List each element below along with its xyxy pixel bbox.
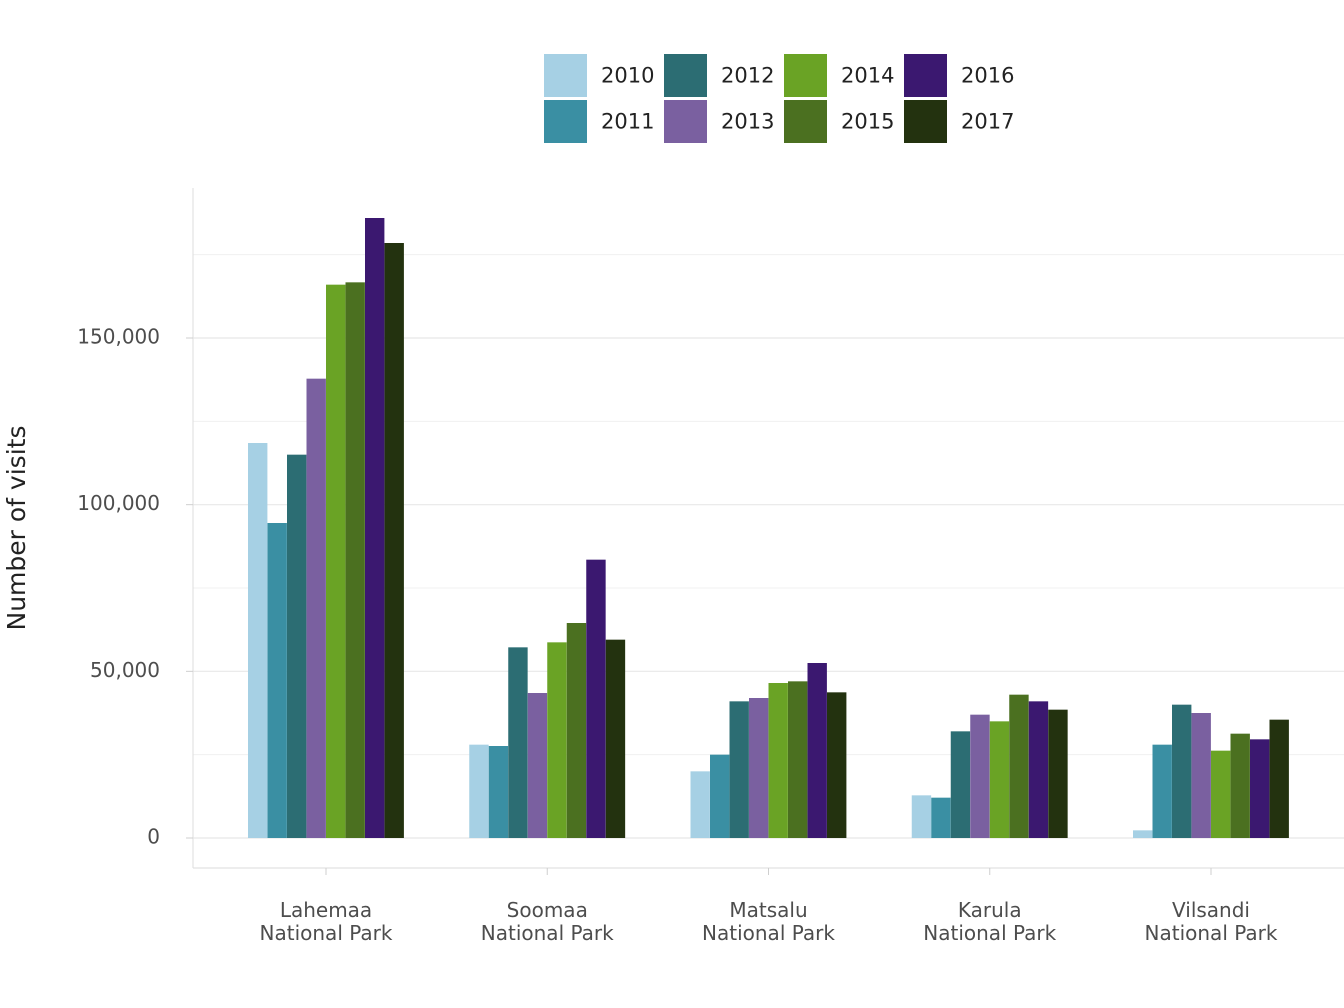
legend-swatch-2011 xyxy=(544,100,587,143)
legend-swatch-2013 xyxy=(664,100,707,143)
bar-2015-3 xyxy=(1009,694,1029,838)
bar-2013-4 xyxy=(1191,713,1211,838)
bar-2011-0 xyxy=(267,523,287,838)
bar-2017-2 xyxy=(827,692,847,838)
bar-2014-1 xyxy=(547,642,567,838)
y-tick-label: 50,000 xyxy=(90,658,160,682)
legend-label-2015: 2015 xyxy=(841,110,894,134)
x-tick-label: Vilsandi National Park xyxy=(1145,898,1278,945)
legend-label-2016: 2016 xyxy=(961,64,1014,88)
x-tick-label-line: National Park xyxy=(923,921,1056,945)
x-tick-label-line: National Park xyxy=(481,921,614,945)
bar-2015-1 xyxy=(566,623,587,838)
bar-2010-0 xyxy=(248,443,268,838)
bar-2012-4 xyxy=(1172,704,1192,838)
y-tick-label: 150,000 xyxy=(77,325,160,349)
x-tick-label-line: National Park xyxy=(1145,921,1278,945)
x-tick-label-line: National Park xyxy=(702,921,835,945)
legend-label-2014: 2014 xyxy=(841,64,894,88)
x-tick-label: Lahemaa National Park xyxy=(260,898,393,945)
bar-2017-4 xyxy=(1269,719,1289,838)
x-tick-label-line: Karula xyxy=(958,898,1022,922)
bar-2013-2 xyxy=(749,698,769,838)
y-tick-label: 0 xyxy=(147,825,160,849)
legend: 2010 2011 2012 2013 2014 2015 2016 2017 xyxy=(544,54,1014,143)
x-tick-label-line: Vilsandi xyxy=(1172,898,1250,922)
bar-2014-2 xyxy=(768,683,788,838)
y-axis-ticks: 0 50,000 100,000 150,000 xyxy=(77,325,193,849)
legend-label-2017: 2017 xyxy=(961,110,1014,134)
bar-2014-3 xyxy=(989,721,1010,838)
x-tick-label-line: Soomaa xyxy=(507,898,588,922)
bar-2016-4 xyxy=(1250,739,1270,838)
x-tick-label-line: National Park xyxy=(260,921,393,945)
legend-swatch-2012 xyxy=(664,54,707,97)
legend-label-2011: 2011 xyxy=(601,110,654,134)
legend-label-2012: 2012 xyxy=(721,64,774,88)
x-tick-label: Soomaa National Park xyxy=(481,898,614,945)
x-tick-label: Matsalu National Park xyxy=(702,898,835,945)
bar-2015-4 xyxy=(1230,733,1250,838)
legend-label-2013: 2013 xyxy=(721,110,774,134)
x-tick-label-line: Lahemaa xyxy=(280,898,372,922)
bar-2011-4 xyxy=(1152,744,1172,838)
bar-2017-3 xyxy=(1048,709,1068,838)
bar-2012-1 xyxy=(508,647,528,838)
x-tick-label-line: Matsalu xyxy=(729,898,807,922)
bar-2011-3 xyxy=(931,797,951,838)
bar-2013-0 xyxy=(306,378,326,838)
legend-label-2010: 2010 xyxy=(601,64,654,88)
bar-2010-4 xyxy=(1133,830,1153,838)
bar-2011-2 xyxy=(710,754,730,838)
bar-2010-2 xyxy=(690,771,710,838)
bar-2017-1 xyxy=(605,639,626,838)
bar-2010-1 xyxy=(469,744,489,838)
legend-swatch-2016 xyxy=(904,54,947,97)
bar-2014-4 xyxy=(1211,750,1231,838)
legend-swatch-2014 xyxy=(784,54,827,97)
bar-2012-2 xyxy=(729,701,749,838)
x-tick-label: Karula National Park xyxy=(923,898,1056,945)
bar-2016-0 xyxy=(365,218,385,838)
bars xyxy=(248,218,1289,839)
y-tick-label: 100,000 xyxy=(77,491,160,515)
legend-swatch-2015 xyxy=(784,100,827,143)
bar-2011-1 xyxy=(488,746,509,838)
bar-2012-0 xyxy=(287,454,307,838)
bar-2013-3 xyxy=(970,714,990,838)
bar-2010-3 xyxy=(911,795,932,838)
bar-2016-2 xyxy=(807,663,827,838)
legend-swatch-2017 xyxy=(904,100,947,143)
bar-2017-0 xyxy=(384,243,404,838)
bar-2016-3 xyxy=(1028,701,1049,838)
bar-2015-2 xyxy=(788,681,808,838)
bar-2015-0 xyxy=(345,282,365,838)
bar-2013-1 xyxy=(527,693,548,838)
legend-swatch-2010 xyxy=(544,54,587,97)
bar-2012-3 xyxy=(950,731,971,838)
y-axis-title: Number of visits xyxy=(2,426,31,631)
bar-2016-1 xyxy=(586,559,606,838)
bar-2014-0 xyxy=(326,284,346,839)
